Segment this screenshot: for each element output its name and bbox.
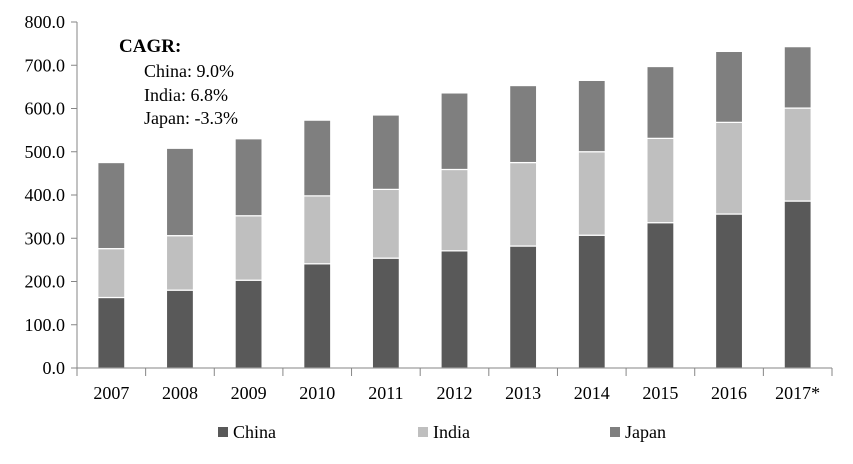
cagr-japan: Japan: -3.3% [144, 108, 238, 128]
x-tick-label: 2011 [368, 383, 403, 403]
cagr-annotation: CAGR: China: 9.0% India: 6.8% Japan: -3.… [119, 36, 238, 128]
bar-india-2012 [440, 168, 469, 252]
x-tick-label: 2014 [574, 383, 610, 403]
cagr-india: India: 6.8% [144, 85, 228, 105]
x-axis: 2007 2008 2009 2010 2011 2012 2013 2014 2015 2016… [76, 367, 833, 403]
bars [97, 46, 812, 369]
legend-label-japan: Japan [625, 422, 666, 442]
bar-japan-2008 [165, 147, 195, 237]
legend-swatch-japan [610, 427, 620, 437]
cagr-title: CAGR: [119, 36, 181, 57]
legend-swatch-china [218, 427, 228, 437]
bar-china-2010 [303, 263, 332, 369]
x-tick-label: 2010 [299, 383, 335, 403]
y-tick-label: 600.0 [25, 99, 66, 119]
bar-china-2012 [440, 250, 469, 369]
x-tick-label: 2013 [505, 383, 541, 403]
bar-india-2017 [783, 107, 812, 202]
bar-india-2011 [371, 188, 400, 259]
y-tick-label: 500.0 [25, 142, 66, 162]
legend: China India Japan [218, 422, 666, 442]
bar-japan-2014 [577, 79, 606, 153]
bar-india-2015 [646, 137, 675, 224]
y-tick-label: 400.0 [25, 185, 66, 205]
bar-china-2014 [577, 234, 606, 369]
legend-label-china: China [233, 422, 276, 442]
bar-japan-2015 [646, 65, 675, 139]
bar-japan-2017 [783, 46, 812, 109]
bar-india-2009 [234, 215, 263, 281]
x-tick-label: 2007 [93, 383, 129, 403]
bar-japan-2009 [234, 138, 263, 217]
x-tick-label: 2009 [231, 383, 267, 403]
bar-india-2010 [303, 195, 332, 265]
bar-india-2014 [577, 151, 606, 236]
y-tick-label: 0.0 [43, 358, 66, 378]
x-tick-label: 2008 [162, 383, 198, 403]
x-tick-label: 2012 [437, 383, 473, 403]
bar-china-2007 [97, 296, 126, 369]
y-tick-label: 200.0 [25, 272, 66, 292]
legend-swatch-india [418, 427, 428, 437]
bar-china-2013 [509, 245, 538, 369]
bar-japan-2010 [303, 119, 332, 197]
bar-india-2007 [97, 248, 126, 299]
bar-china-2009 [234, 279, 263, 369]
bar-china-2008 [165, 289, 195, 369]
y-tick-label: 300.0 [25, 228, 66, 248]
x-tick-label: 2017* [775, 383, 820, 403]
bar-japan-2011 [371, 114, 400, 190]
bar-china-2017 [783, 200, 812, 369]
y-tick-label: 800.0 [25, 12, 66, 32]
bar-india-2008 [165, 235, 195, 291]
bar-china-2015 [646, 222, 675, 369]
bar-japan-2012 [440, 92, 469, 171]
legend-label-india: India [433, 422, 470, 442]
x-tick-label: 2016 [711, 383, 747, 403]
bar-japan-2013 [509, 84, 538, 164]
cagr-china: China: 9.0% [144, 61, 234, 81]
bar-japan-2007 [97, 161, 126, 250]
y-axis: 0.0 100.0 200.0 300.0 400.0 500.0 600.0 700.0 80… [25, 12, 78, 378]
bar-china-2016 [714, 213, 744, 369]
y-tick-label: 700.0 [25, 55, 66, 75]
bar-india-2016 [714, 121, 744, 215]
bar-china-2011 [371, 257, 400, 369]
bar-india-2013 [509, 161, 538, 247]
bar-japan-2016 [714, 50, 744, 123]
x-tick-label: 2015 [642, 383, 678, 403]
y-tick-label: 100.0 [25, 315, 66, 335]
